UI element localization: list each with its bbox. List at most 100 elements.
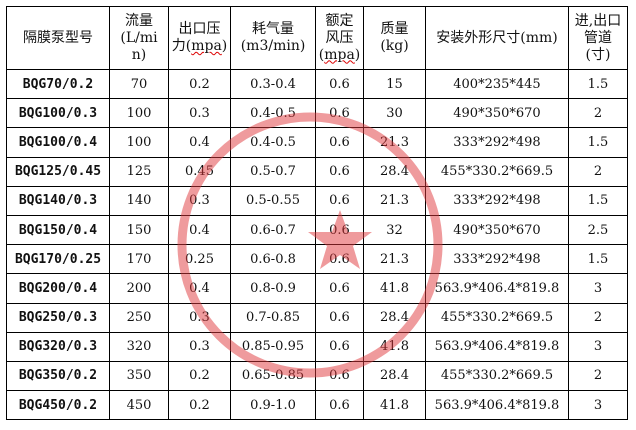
cell-air-consumption: 0.6-0.7	[230, 214, 316, 246]
cell-model: BQG100/0.3	[6, 98, 110, 129]
cell-rated-air-pressure: 0.6	[315, 331, 364, 362]
cell-outlet-pressure: 0.3	[168, 185, 231, 216]
cell-model: BQG200/0.4	[6, 273, 110, 304]
cell-rated-air-pressure: 0.6	[315, 302, 364, 333]
cell-flow: 100	[109, 127, 169, 158]
cell-flow: 350	[109, 360, 169, 392]
cell-pipe-size: 3	[568, 390, 628, 421]
header-rated-l3a: (	[318, 46, 325, 63]
cell-dimensions: 490*350*670	[425, 98, 569, 129]
cell-outlet-pressure: 0.45	[168, 156, 231, 187]
cell-outlet-pressure: 0.25	[168, 244, 231, 275]
cell-mass: 21.3	[363, 127, 426, 158]
cell-pipe-size: 2	[568, 360, 628, 392]
header-air-l1: 耗气量	[252, 21, 294, 37]
header-mass: 质量(kg)	[363, 6, 426, 70]
cell-flow: 125	[109, 156, 169, 187]
cell-pipe-size: 2.5	[568, 214, 628, 246]
header-outlet-unit: mpa	[191, 38, 222, 54]
cell-rated-air-pressure: 0.6	[315, 360, 364, 392]
cell-flow: 150	[109, 214, 169, 246]
cell-dimensions: 455*330.2*669.5	[425, 156, 569, 187]
header-dimensions: 安装外形尺寸(mm)	[425, 6, 569, 70]
cell-flow: 320	[109, 331, 169, 362]
pump-spec-table: 隔膜泵型号 流量 (L/mi n) 出口压 力(mpa) 耗气量 (m3/min) 额定…	[6, 6, 628, 421]
header-rated-unit: mpa	[324, 46, 355, 63]
header-flow-l2: (L/mi	[120, 29, 158, 46]
table-row: BQG200/0.4 200 0.4 0.8-0.9 0.6 41.8 563.9*406.…	[6, 273, 628, 304]
header-pipe-l2: 管道	[584, 29, 612, 46]
table-row: BQG250/0.3 250 0.3 0.7-0.85 0.6 28.4 455*330.2…	[6, 302, 628, 333]
header-outlet-pressure: 出口压 力(mpa)	[168, 6, 231, 70]
header-outlet-l1: 出口压	[178, 21, 221, 37]
table-row: BQG350/0.2 350 0.2 0.65-0.85 0.6 28.4 455*330.…	[6, 360, 628, 392]
cell-dimensions: 333*292*498	[425, 244, 569, 275]
cell-air-consumption: 0.5-0.55	[230, 185, 316, 216]
cell-flow: 70	[109, 68, 169, 100]
cell-mass: 41.8	[363, 390, 426, 421]
cell-rated-air-pressure: 0.6	[315, 156, 364, 187]
table-row: BQG140/0.3 140 0.3 0.5-0.55 0.6 21.3 333*292*4…	[6, 185, 628, 216]
cell-rated-air-pressure: 0.6	[315, 68, 364, 100]
cell-pipe-size: 1.5	[568, 185, 628, 216]
cell-flow: 170	[109, 244, 169, 275]
cell-mass: 28.4	[363, 156, 426, 187]
cell-pipe-size: 1.5	[568, 68, 628, 100]
cell-rated-air-pressure: 0.6	[315, 98, 364, 129]
cell-flow: 200	[109, 273, 169, 304]
cell-outlet-pressure: 0.3	[168, 302, 231, 333]
cell-dimensions: 563.9*406.4*819.8	[425, 331, 569, 362]
cell-dimensions: 563.9*406.4*819.8	[425, 273, 569, 304]
cell-rated-air-pressure: 0.6	[315, 127, 364, 158]
cell-dimensions: 455*330.2*669.5	[425, 360, 569, 392]
cell-air-consumption: 0.8-0.9	[230, 273, 316, 304]
cell-dimensions: 333*292*498	[425, 185, 569, 216]
cell-outlet-pressure: 0.2	[168, 68, 231, 100]
cell-flow: 450	[109, 390, 169, 421]
cell-pipe-size: 3	[568, 331, 628, 362]
cell-dimensions: 400*235*445	[425, 68, 569, 100]
cell-mass: 41.8	[363, 331, 426, 362]
cell-model: BQG250/0.3	[6, 302, 110, 333]
cell-mass: 28.4	[363, 302, 426, 333]
cell-mass: 28.4	[363, 360, 426, 392]
cell-air-consumption: 0.5-0.7	[230, 156, 316, 187]
header-air-l2: (m3/min)	[240, 38, 306, 54]
cell-pipe-size: 1.5	[568, 127, 628, 158]
cell-mass: 21.3	[363, 244, 426, 275]
cell-air-consumption: 0.9-1.0	[230, 390, 316, 421]
cell-model: BQG140/0.3	[6, 185, 110, 216]
header-row: 隔膜泵型号 流量 (L/mi n) 出口压 力(mpa) 耗气量 (m3/min) 额定…	[6, 6, 628, 70]
cell-pipe-size: 2	[568, 98, 628, 129]
cell-air-consumption: 0.3-0.4	[230, 68, 316, 100]
cell-outlet-pressure: 0.3	[168, 98, 231, 129]
header-air-consumption: 耗气量 (m3/min)	[230, 6, 316, 70]
cell-model: BQG150/0.4	[6, 214, 110, 246]
cell-pipe-size: 2	[568, 156, 628, 187]
cell-model: BQG70/0.2	[6, 68, 110, 100]
header-rated-l3c: )	[354, 46, 361, 63]
cell-mass: 15	[363, 68, 426, 100]
cell-outlet-pressure: 0.4	[168, 127, 231, 158]
cell-outlet-pressure: 0.3	[168, 331, 231, 362]
cell-model: BQG450/0.2	[6, 390, 110, 421]
cell-pipe-size: 2	[568, 302, 628, 333]
table-row: BQG450/0.2 450 0.2 0.9-1.0 0.6 41.8 563.9*406.…	[6, 390, 628, 421]
table-row: BQG70/0.2 70 0.2 0.3-0.4 0.6 15 400*235*445 1.5	[6, 68, 628, 100]
cell-model: BQG125/0.45	[6, 156, 110, 187]
cell-rated-air-pressure: 0.6	[315, 244, 364, 275]
cell-air-consumption: 0.6-0.8	[230, 244, 316, 275]
table-row: BQG100/0.4 100 0.4 0.4-0.5 0.6 21.3 333*292*49…	[6, 127, 628, 158]
cell-mass: 41.8	[363, 273, 426, 304]
table-row: BQG100/0.3 100 0.3 0.4-0.5 0.6 30 490*350*670 2	[6, 98, 628, 129]
cell-flow: 100	[109, 98, 169, 129]
cell-model: BQG170/0.25	[6, 244, 110, 275]
table-row: BQG150/0.4 150 0.4 0.6-0.7 0.6 32 490*350*670 2…	[6, 214, 628, 246]
cell-dimensions: 333*292*498	[425, 127, 569, 158]
cell-outlet-pressure: 0.4	[168, 214, 231, 246]
header-mass-label: 质量(kg)	[380, 21, 409, 54]
cell-rated-air-pressure: 0.6	[315, 214, 364, 246]
header-rated-l1: 额定	[325, 12, 354, 29]
header-pipe-l3: (寸)	[585, 46, 611, 63]
cell-outlet-pressure: 0.4	[168, 273, 231, 304]
